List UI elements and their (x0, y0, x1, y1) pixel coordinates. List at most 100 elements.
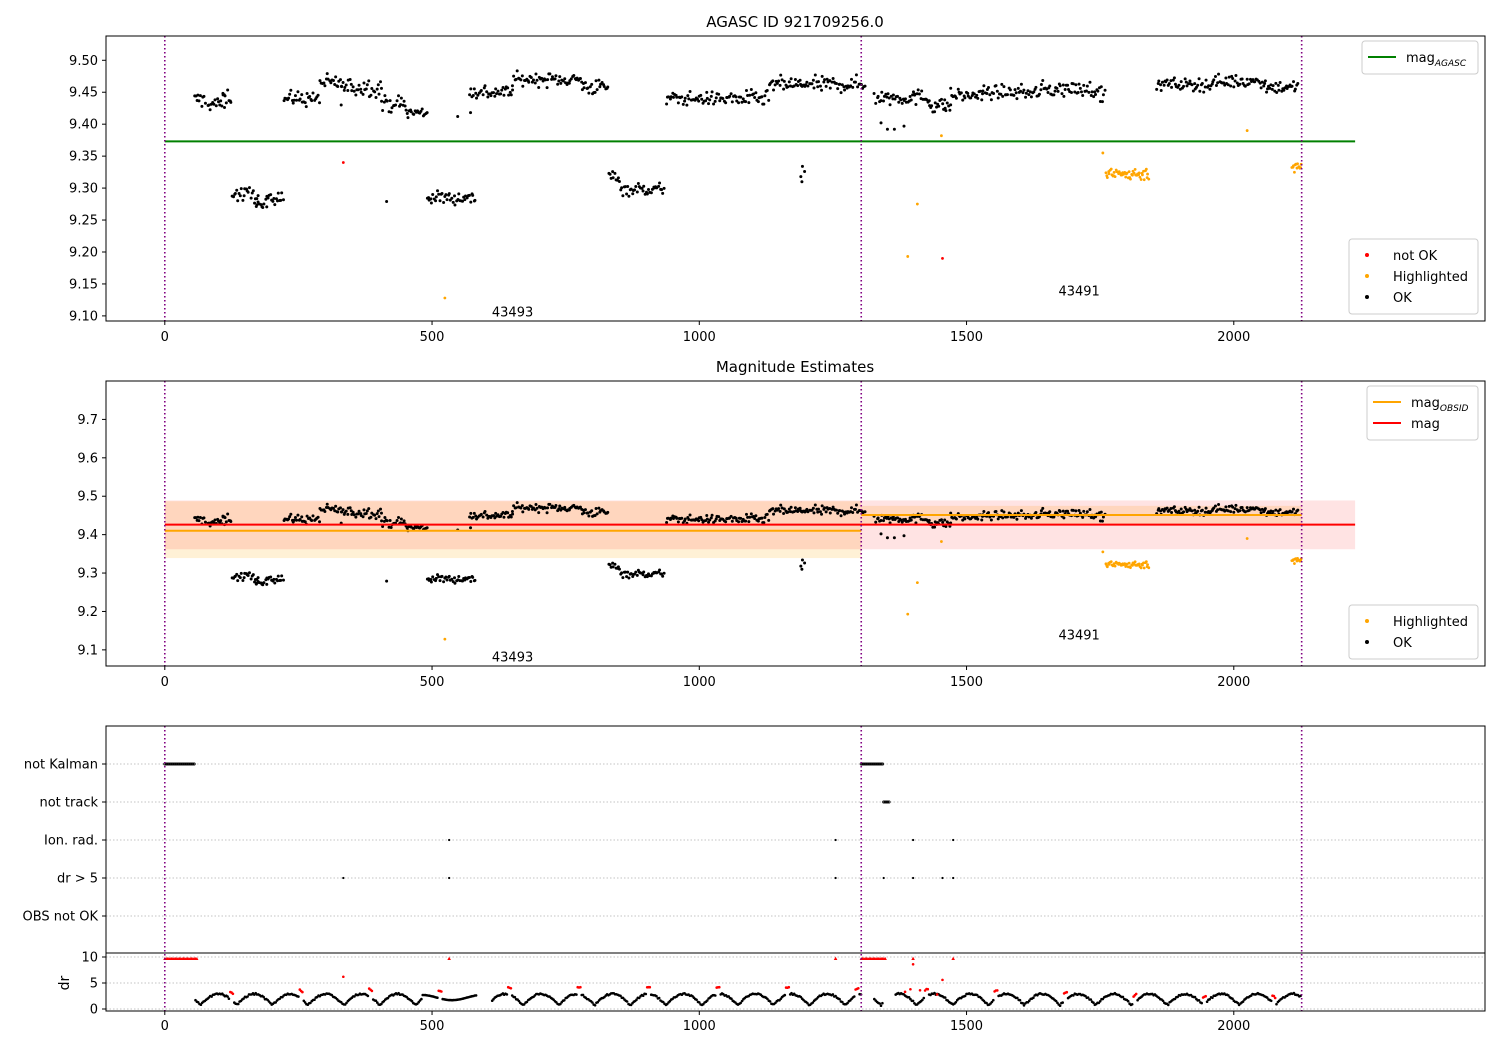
ok-point (1062, 94, 1066, 98)
ok-point (531, 78, 535, 82)
ok-point (1266, 87, 1270, 91)
ok-point (1259, 511, 1263, 515)
dr-point (846, 1001, 849, 1005)
ok-point (255, 197, 259, 201)
ok-point (879, 518, 883, 522)
ok-point (800, 567, 804, 571)
ok-point (483, 510, 487, 514)
ok-point (506, 86, 510, 90)
ok-point (771, 79, 775, 83)
dr-tick-label: 10 (81, 951, 98, 966)
highlighted-point (1125, 171, 1129, 175)
ok-point (1262, 84, 1266, 88)
ok-point (1259, 86, 1263, 90)
ok-point (548, 72, 552, 76)
ok-point (586, 86, 590, 90)
ok-point (1005, 93, 1009, 97)
ok-point (1224, 76, 1228, 80)
ok-point (507, 93, 511, 97)
ok-point (567, 81, 571, 85)
ok-point (956, 87, 960, 91)
ok-point (620, 186, 624, 190)
ok-point (800, 164, 804, 168)
ok-point (744, 512, 748, 516)
ok-point (271, 199, 275, 203)
ok-point (779, 503, 783, 507)
ok-point (813, 503, 817, 507)
ok-point (456, 115, 460, 119)
flag-event-marker (887, 800, 891, 804)
ok-point (308, 94, 312, 98)
y-tick-label: 9.40 (69, 118, 98, 133)
ok-point (914, 103, 918, 107)
ok-point (1077, 509, 1081, 513)
ok-point (800, 558, 804, 562)
ok-point (354, 93, 358, 97)
ok-point (611, 565, 615, 569)
ok-point (688, 513, 692, 517)
ok-point (885, 127, 889, 131)
ok-point (198, 94, 202, 98)
dr-point (596, 1000, 599, 1004)
ok-point (427, 196, 431, 200)
ok-point (1088, 507, 1092, 511)
dr-point (922, 996, 926, 1000)
ok-point (740, 100, 744, 104)
dr-point (1058, 1004, 1062, 1007)
ok-point (775, 81, 779, 85)
ok-point (572, 74, 576, 78)
ok-point (325, 72, 329, 76)
ok-point (787, 80, 791, 84)
ok-point (981, 89, 985, 93)
ok-point (224, 520, 228, 524)
ok-point (597, 506, 601, 510)
x-tick-label: 1000 (683, 1019, 716, 1034)
ok-point (625, 192, 629, 196)
ok-point (975, 93, 979, 97)
ok-point (800, 180, 804, 184)
ok-point (851, 510, 855, 514)
ok-point (224, 101, 228, 105)
dr-saturated-marker (911, 956, 915, 961)
ok-point (1196, 83, 1200, 87)
ok-point (289, 512, 293, 516)
dr-point-not-ok (342, 975, 345, 979)
ok-point (1022, 88, 1026, 92)
flag-event-marker (952, 838, 955, 842)
dr-point (313, 998, 316, 1001)
ok-point (949, 103, 953, 107)
ok-point (737, 101, 741, 105)
ok-point (941, 102, 945, 106)
flag-event-marker (861, 762, 865, 766)
highlighted-point (1139, 566, 1143, 570)
ok-point (510, 84, 514, 88)
dr-point (911, 999, 915, 1003)
ok-point (611, 561, 615, 565)
ok-point (902, 534, 906, 538)
highlighted-point (1113, 564, 1117, 568)
ok-point (376, 83, 380, 87)
ok-point (521, 510, 525, 514)
ok-point (816, 85, 820, 89)
ok-point (1041, 506, 1045, 510)
ok-point (662, 571, 666, 575)
ok-point (909, 98, 913, 102)
ok-point (214, 104, 218, 108)
legend-dot-swatch (1365, 274, 1369, 278)
dr-point (303, 1001, 307, 1004)
ok-point (963, 517, 967, 521)
ok-point (303, 520, 307, 524)
ok-point (457, 575, 461, 579)
ok-point (380, 519, 384, 523)
ok-point (351, 85, 355, 89)
ok-point (641, 573, 645, 577)
ok-point (876, 516, 880, 520)
ok-point (1238, 509, 1242, 513)
ok-point (1278, 508, 1282, 512)
ok-point (911, 90, 915, 94)
ok-point (279, 198, 283, 202)
ok-point (1078, 86, 1082, 90)
flag-event-marker (941, 876, 944, 880)
ok-point (1179, 80, 1183, 84)
dr-point (525, 1000, 529, 1004)
